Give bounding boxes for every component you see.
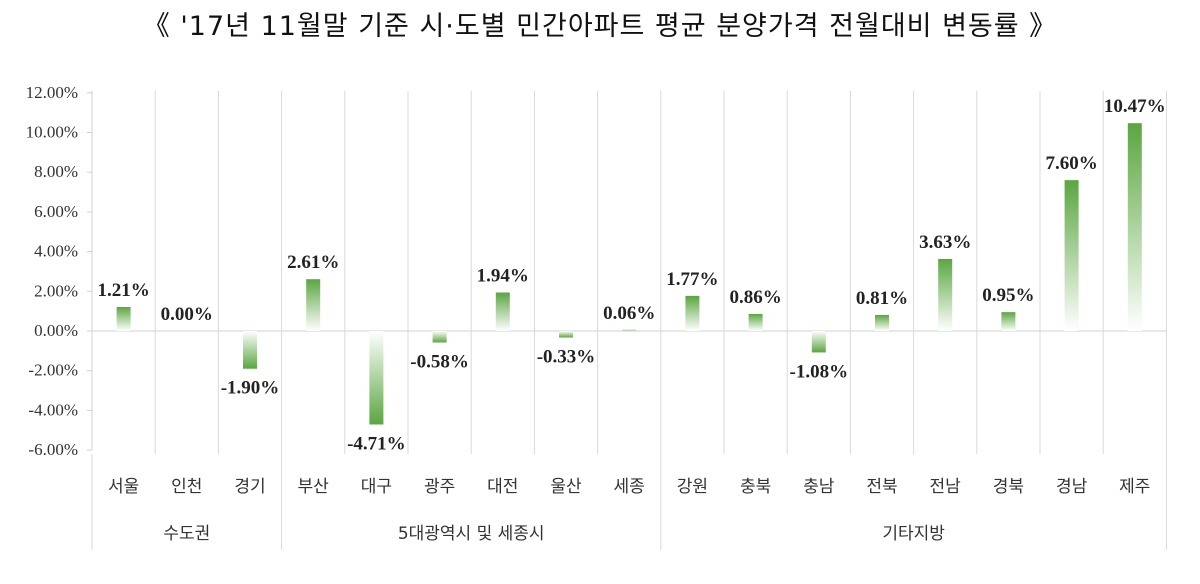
bar xyxy=(243,331,257,369)
data-label: 1.94% xyxy=(477,265,529,286)
y-tick-label: 10.00% xyxy=(26,123,78,142)
data-label: 0.86% xyxy=(729,287,781,308)
data-label: -1.90% xyxy=(221,378,280,399)
bar xyxy=(116,306,131,331)
data-label: -1.08% xyxy=(790,361,849,382)
bar xyxy=(306,279,321,331)
bar xyxy=(1064,180,1079,331)
y-tick-label: -6.00% xyxy=(28,440,78,459)
bar xyxy=(1001,312,1016,331)
bar xyxy=(622,329,637,331)
category-label: 경북 xyxy=(993,477,1024,497)
category-label: 울산 xyxy=(550,477,582,497)
group-label: 기타지방 xyxy=(882,524,945,544)
data-label: 0.95% xyxy=(982,285,1034,306)
category-label: 강원 xyxy=(677,477,708,497)
category-label: 부산 xyxy=(298,477,330,497)
category-label: 경남 xyxy=(1056,477,1088,497)
category-label: 대전 xyxy=(487,477,518,497)
y-tick-label: 0.00% xyxy=(34,321,78,340)
bar xyxy=(811,331,826,353)
category-label: 전북 xyxy=(866,477,897,497)
bar xyxy=(495,292,510,331)
category-label: 전남 xyxy=(930,477,962,497)
y-tick-label: -4.00% xyxy=(28,400,78,419)
data-label: 10.47% xyxy=(1104,96,1166,117)
data-label: 0.81% xyxy=(856,288,908,309)
bar xyxy=(748,313,763,331)
category-label: 서울 xyxy=(108,477,139,497)
data-label: -0.58% xyxy=(410,352,469,373)
category-label: 인천 xyxy=(171,477,202,497)
group-label: 5대광역시 및 세종시 xyxy=(398,524,545,544)
bar xyxy=(432,331,447,343)
bar xyxy=(685,295,700,331)
bar xyxy=(369,331,384,425)
group-label: 수도권 xyxy=(163,524,210,544)
data-label: -0.33% xyxy=(537,347,596,368)
y-tick-label: 4.00% xyxy=(34,242,78,261)
category-label: 충북 xyxy=(740,477,771,497)
data-label: 1.21% xyxy=(97,280,149,301)
category-label: 광주 xyxy=(424,477,455,497)
bar xyxy=(1127,123,1142,331)
data-label: 0.00% xyxy=(161,304,213,325)
chart-title: 《 '17년 11월말 기준 시·도별 민간아파트 평균 분양가격 전월대비 변… xyxy=(142,11,1058,42)
y-tick-label: -2.00% xyxy=(28,361,78,380)
category-label: 세종 xyxy=(614,477,645,497)
category-label: 제주 xyxy=(1119,477,1150,497)
data-label: 3.63% xyxy=(919,232,971,253)
y-tick-label: 8.00% xyxy=(34,162,78,181)
bar xyxy=(938,258,953,331)
category-label: 대구 xyxy=(361,477,392,497)
y-tick-label: 12.00% xyxy=(26,83,78,102)
category-label: 충남 xyxy=(803,477,835,497)
data-label: 1.77% xyxy=(666,269,718,290)
data-label: -4.71% xyxy=(347,433,406,454)
y-tick-label: 2.00% xyxy=(34,281,78,300)
bar xyxy=(875,314,889,331)
data-label: 0.06% xyxy=(603,303,655,324)
y-tick-label: 6.00% xyxy=(34,202,78,221)
category-label: 경기 xyxy=(234,477,265,497)
bar xyxy=(559,331,573,338)
data-label: 7.60% xyxy=(1045,153,1097,174)
data-label: 2.61% xyxy=(287,252,339,273)
